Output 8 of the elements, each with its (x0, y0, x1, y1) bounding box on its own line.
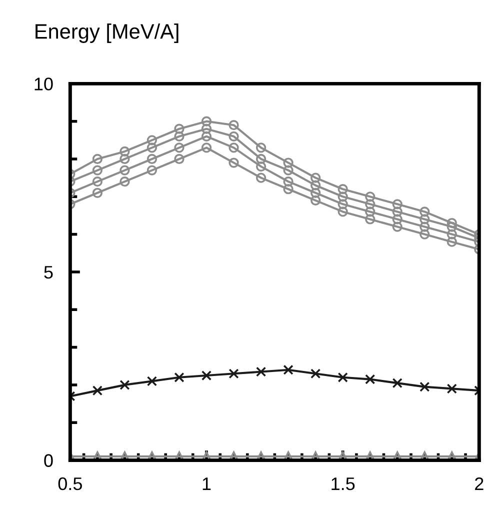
x-tick-label: 1.5 (332, 478, 355, 490)
x-tick-label: 2 (475, 477, 484, 490)
chart-title: Energy [MeV/A] (36, 24, 178, 43)
y-tick-label: 5 (44, 266, 53, 279)
y-tick-label: 0 (44, 454, 53, 467)
y-tick-label: 10 (34, 78, 53, 90)
x-tick-label: 0.5 (58, 477, 82, 490)
x-tick-label: 1 (202, 478, 211, 490)
